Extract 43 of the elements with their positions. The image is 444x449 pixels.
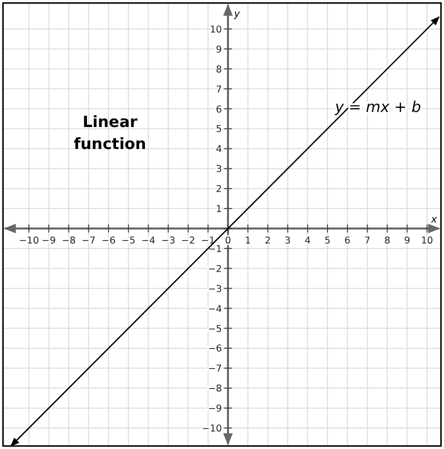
x-tick-label: 2	[264, 235, 271, 246]
y-tick-label: 3	[216, 164, 222, 176]
x-tick-label: 4	[304, 235, 311, 246]
x-tick-label: −9	[42, 235, 56, 246]
x-tick-label: −5	[121, 235, 136, 246]
y-tick-label: 10	[210, 24, 222, 36]
x-tick-label: 5	[324, 235, 331, 246]
x-tick-label: −3	[161, 235, 176, 246]
x-tick-label: 3	[284, 235, 291, 246]
x-axis-title: x	[430, 214, 438, 226]
y-tick-label: 8	[216, 64, 222, 76]
y-tick-label: 7	[216, 84, 222, 96]
y-tick-label: −3	[208, 284, 222, 295]
x-tick-label: 8	[384, 235, 390, 246]
y-tick-label: 9	[216, 44, 222, 56]
x-tick-label: 9	[404, 235, 410, 246]
y-tick-label: −6	[208, 344, 222, 355]
x-tick-label: −2	[181, 235, 196, 246]
y-tick-label: 6	[216, 104, 222, 116]
y-tick-label: 2	[216, 184, 222, 196]
y-tick-label: 5	[216, 124, 222, 136]
x-tick-label: −7	[82, 235, 96, 246]
x-tick-label: 7	[364, 235, 370, 246]
text: Linear function	[74, 113, 146, 153]
y-tick-label: −9	[208, 404, 222, 415]
x-tick-label: 10	[421, 235, 434, 246]
x-tick-label: −8	[62, 235, 76, 246]
y-tick-label: −4	[208, 304, 222, 315]
x-tick-label: 6	[344, 235, 350, 246]
annotation: y = mx + b	[334, 98, 422, 116]
y-tick-label: 4	[216, 144, 222, 156]
y-tick-label: −8	[208, 384, 222, 395]
y-axis-title: y	[232, 9, 241, 20]
x-tick-label: −10	[18, 235, 39, 246]
x-tick-label: −4	[141, 235, 156, 246]
x-tick-label: 1	[244, 235, 251, 246]
y-tick-label: −1	[208, 244, 222, 255]
y-tick-label: −7	[208, 364, 222, 375]
y-tick-label: −10	[202, 424, 222, 435]
y-tick-label: −2	[208, 264, 222, 275]
y-tick-label: −5	[208, 324, 222, 335]
y-tick-label: 1	[216, 204, 222, 216]
x-tick-label: −6	[102, 235, 116, 246]
